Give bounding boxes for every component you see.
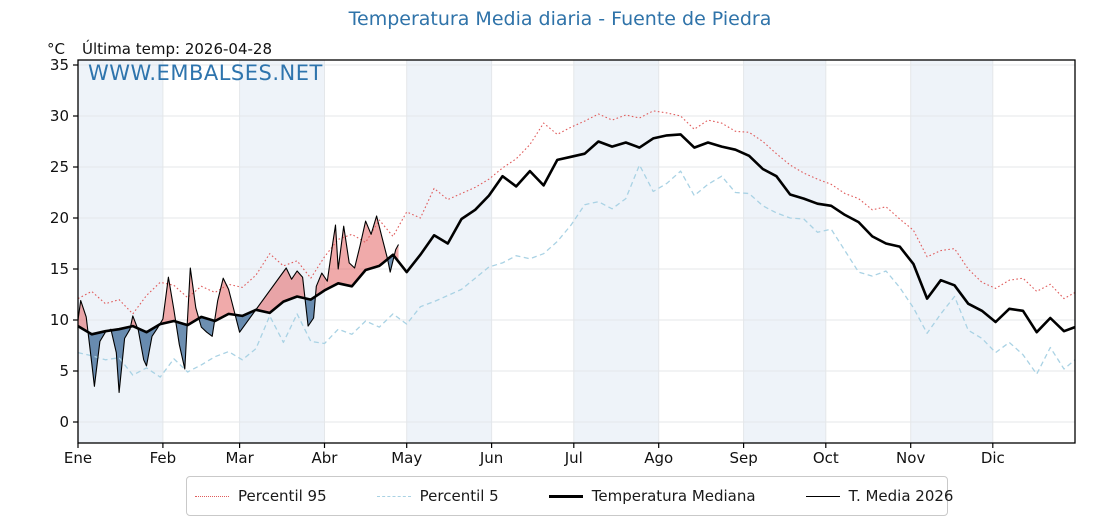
- x-tick-label-month: Sep: [729, 449, 757, 467]
- plot-frame: [77, 59, 1076, 444]
- legend-item-percentil-5: Percentil 5: [376, 487, 499, 505]
- y-tick-label: 10: [50, 311, 69, 329]
- plot-area: 0 5 10 15 20 25 30 35 Ene Feb Mar Abr May Jun Jul Ago Se…: [50, 56, 1076, 467]
- fill-above-median: [315, 216, 388, 297]
- y-tick-label: 25: [50, 158, 69, 176]
- series-line-t-media-2026: [77, 215, 399, 393]
- y-tick-label: 0: [59, 413, 69, 431]
- month-band: [573, 60, 659, 443]
- series-line-mediana: [77, 133, 1076, 336]
- legend-label: Percentil 95: [238, 487, 327, 505]
- legend-label: Percentil 5: [419, 487, 499, 505]
- y-axis-unit-label: °C: [47, 40, 65, 58]
- y-tick-label: 20: [50, 209, 69, 227]
- x-tick-label-month: Ene: [64, 449, 92, 467]
- month-band: [743, 60, 826, 443]
- legend-item-t-media-2026: T. Media 2026: [805, 487, 954, 505]
- fill-above-median: [78, 300, 88, 333]
- fill-below-median: [198, 316, 215, 337]
- last-temp-subtitle: Última temp: 2026-04-28: [82, 40, 273, 58]
- legend-line-sample: [195, 495, 229, 497]
- legend-item-temperatura-mediana: Temperatura Mediana: [548, 487, 756, 505]
- legend-line-sample: [548, 494, 583, 498]
- fill-below-median: [175, 321, 188, 369]
- month-band: [406, 60, 492, 443]
- x-tick-label-month: Jun: [479, 449, 503, 467]
- series-line-percentil-5: [77, 164, 1076, 378]
- y-tick-label: 35: [50, 56, 69, 74]
- x-tick-label-month: Dic: [981, 449, 1005, 467]
- month-band: [78, 60, 163, 443]
- fill-above-median: [159, 277, 176, 325]
- x-tick-label-month: Oct: [813, 449, 839, 467]
- x-tick-label-month: Mar: [225, 449, 254, 467]
- y-tick-label: 30: [50, 107, 69, 125]
- legend-label: T. Media 2026: [848, 487, 954, 505]
- legend-item-percentil-95: Percentil 95: [195, 487, 327, 505]
- y-tick-label: 15: [50, 260, 69, 278]
- x-tick-label-month: Nov: [896, 449, 925, 467]
- series-line-percentil-95: [77, 110, 1076, 315]
- legend-line-sample: [805, 495, 840, 497]
- legend-label: Temperatura Mediana: [591, 487, 756, 505]
- fill-above-median: [214, 278, 236, 321]
- x-tick-label-month: Ago: [644, 449, 673, 467]
- fill-above-median: [187, 268, 199, 326]
- month-band: [239, 60, 325, 443]
- month-band: [910, 60, 993, 443]
- x-tick-label-month: Jul: [564, 449, 583, 467]
- legend-line-sample: [376, 495, 411, 497]
- x-tick-label-month: May: [391, 449, 422, 467]
- legend-box: Percentil 95 Percentil 5 Temperatura Media…: [186, 476, 953, 516]
- x-tick-label-month: Abr: [312, 449, 339, 467]
- x-tick-label-month: Feb: [150, 449, 177, 467]
- temperature-chart-page: { "header": { "title": "Temperatura Medi…: [47, 8, 1076, 516]
- fill-below-median: [235, 309, 256, 333]
- watermark: WWW.EMBALSES.NET: [88, 61, 323, 85]
- fill-above-median: [255, 268, 305, 313]
- y-tick-label: 5: [59, 362, 69, 380]
- chart-title: Temperatura Media diaria - Fuente de Pie…: [348, 8, 772, 30]
